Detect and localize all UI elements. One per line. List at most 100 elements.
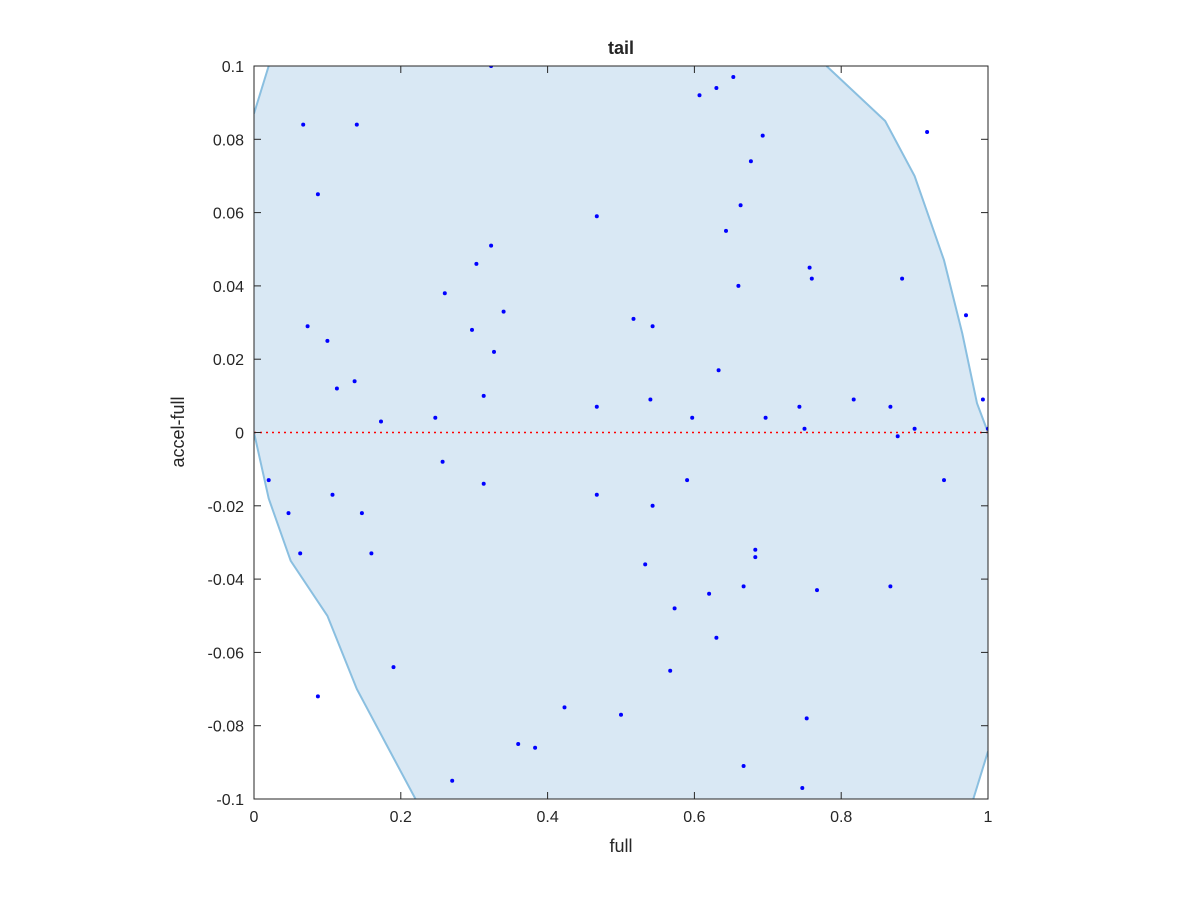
data-point <box>631 316 636 321</box>
data-point <box>736 283 741 288</box>
data-point <box>980 397 985 402</box>
data-point <box>690 415 695 420</box>
data-point <box>942 478 946 483</box>
data-point <box>672 606 677 611</box>
x-tick-label: 0.8 <box>830 809 852 826</box>
data-point <box>354 122 359 127</box>
y-tick-label: 0 <box>235 426 244 443</box>
data-point <box>738 203 743 208</box>
data-point <box>753 555 758 560</box>
data-point <box>685 478 690 483</box>
x-tick-label: 0 <box>250 809 259 826</box>
data-point <box>369 551 374 556</box>
data-point <box>516 742 521 746</box>
data-point <box>492 349 496 354</box>
data-point <box>481 481 486 486</box>
data-point <box>562 705 567 710</box>
data-point <box>716 368 721 373</box>
region-edge-lower-left <box>254 432 417 799</box>
data-point <box>315 192 320 197</box>
data-point <box>330 492 335 497</box>
data-point <box>594 404 599 409</box>
data-point <box>731 75 736 79</box>
data-point <box>804 716 809 721</box>
x-tick-label: 0.4 <box>536 809 558 826</box>
chart-title: tail <box>608 38 634 58</box>
y-tick-label: 0.08 <box>213 132 244 149</box>
data-point <box>450 778 455 783</box>
data-point <box>489 243 494 248</box>
data-point <box>707 591 712 596</box>
data-point <box>325 338 330 343</box>
data-point <box>714 635 719 640</box>
data-point <box>433 415 438 420</box>
data-point <box>481 393 486 398</box>
data-point <box>925 130 930 134</box>
data-point <box>648 397 653 402</box>
data-point <box>379 419 383 424</box>
data-point <box>815 588 819 593</box>
y-tick-label: -0.06 <box>208 645 245 662</box>
data-point <box>440 459 445 464</box>
data-point <box>760 133 765 138</box>
y-tick-label: 0.1 <box>222 59 244 76</box>
data-point <box>286 511 291 516</box>
x-axis-label: full <box>609 836 632 856</box>
data-point <box>643 562 648 567</box>
data-point <box>741 764 746 768</box>
data-point <box>802 426 807 431</box>
data-point <box>888 404 893 409</box>
data-point <box>650 503 655 508</box>
y-axis-label: accel-full <box>168 396 188 467</box>
y-tick-label: -0.08 <box>208 719 245 736</box>
data-point <box>668 668 673 673</box>
x-axis: 0 0.2 0.4 0.6 0.8 1 <box>250 66 993 826</box>
data-point <box>964 313 968 318</box>
data-point <box>753 547 758 552</box>
y-tick-label: -0.04 <box>208 572 245 589</box>
data-point <box>533 745 538 750</box>
data-point <box>724 228 728 233</box>
x-tick-label: 1 <box>984 809 993 826</box>
data-point <box>501 309 506 314</box>
data-point <box>298 551 303 556</box>
y-tick-label: 0.06 <box>213 206 244 223</box>
data-point <box>809 276 814 281</box>
data-point <box>763 415 768 420</box>
x-tick-label: 0.2 <box>390 809 412 826</box>
data-point <box>474 261 479 266</box>
data-point <box>619 712 623 717</box>
data-point <box>391 665 396 670</box>
data-point <box>851 397 856 402</box>
data-point <box>305 324 310 329</box>
data-point <box>797 404 802 409</box>
data-point <box>697 93 702 98</box>
data-point <box>352 379 357 384</box>
data-point <box>594 492 599 497</box>
data-point <box>912 426 917 431</box>
x-tick-label: 0.6 <box>683 809 705 826</box>
data-point <box>470 327 474 332</box>
data-point <box>807 265 812 270</box>
y-tick-label: -0.1 <box>216 792 244 809</box>
data-point <box>748 159 753 164</box>
data-point <box>442 291 447 296</box>
y-axis: -0.1 -0.08 -0.06 -0.04 -0.02 0 0.02 0.04 0.06 0.0… <box>208 59 988 809</box>
data-point <box>895 434 900 439</box>
data-point <box>315 694 320 699</box>
region-edge-lower-right <box>972 751 988 799</box>
y-tick-label: 0.04 <box>213 279 244 296</box>
data-point <box>334 386 339 391</box>
data-point <box>266 478 271 483</box>
data-points <box>266 66 988 790</box>
data-point <box>301 122 306 127</box>
y-tick-label: -0.02 <box>208 499 245 516</box>
data-point <box>888 584 893 589</box>
data-point <box>650 324 655 329</box>
region-edge-upper-left <box>254 66 270 114</box>
y-tick-label: 0.02 <box>213 352 244 369</box>
data-point <box>714 86 719 90</box>
data-point <box>741 584 746 589</box>
data-point <box>800 786 805 790</box>
